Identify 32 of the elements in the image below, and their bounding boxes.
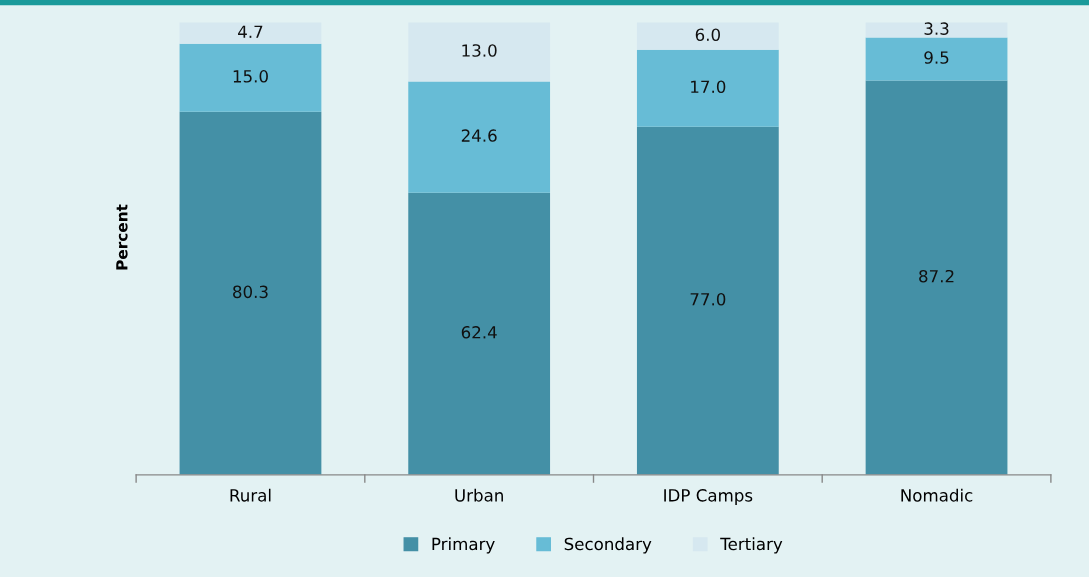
data-label: 4.7 [238,25,263,38]
bar [179,43,322,112]
bar [865,80,1008,475]
bar [865,22,1008,38]
data-label: 15.0 [233,70,268,83]
data-label: 87.2 [919,269,954,283]
data-label: 13.0 [462,44,497,57]
bar [636,22,779,50]
legend-label: Tertiary [720,537,783,554]
y-axis-title: Percent [116,204,128,270]
data-label: 77.0 [690,292,726,306]
bar [408,22,551,82]
bar [636,126,779,475]
data-label: 62.4 [461,326,497,339]
data-label: 24.6 [461,129,497,142]
data-label: 9.5 [924,51,949,64]
legend-label: Primary [432,537,495,554]
data-label: 80.3 [233,285,268,299]
x-tick-label: Rural [230,488,271,502]
bar [636,49,779,127]
bar [179,111,322,475]
bar [408,81,551,193]
bar [179,22,322,44]
x-tick-label: Urban [455,488,503,502]
data-label: 3.3 [924,22,949,35]
legend-label: Secondary [564,537,652,554]
data-label: 17.0 [691,80,726,94]
bar [408,192,551,475]
bar [865,37,1008,81]
x-tick-label: Nomadic [901,488,973,502]
x-tick-label: IDP Camps [664,489,753,505]
data-label: 6.0 [695,28,720,42]
